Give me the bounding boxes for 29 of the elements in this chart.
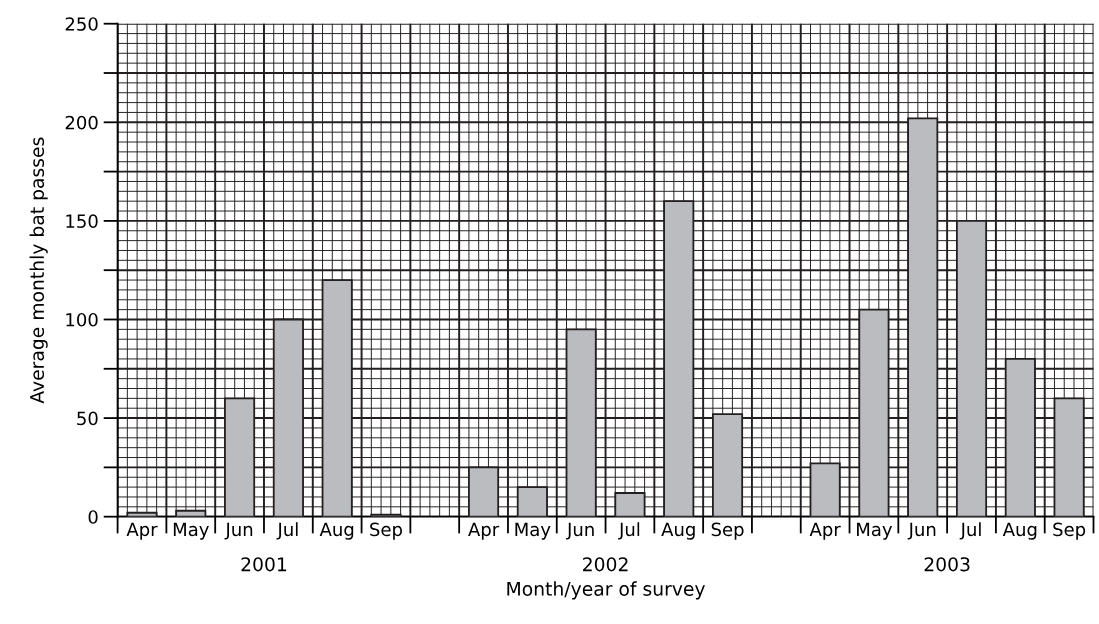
x-tick-label: Aug: [319, 522, 354, 540]
y-tick-label: 0: [88, 510, 98, 524]
x-tick-label: Sep: [370, 522, 402, 540]
x-tick-label: Jul: [959, 522, 981, 540]
x-tick-label: Jun: [566, 522, 594, 540]
x-tick-label: Jun: [224, 522, 253, 540]
x-tick-label: May: [515, 522, 551, 540]
y-tick-label: 200: [65, 115, 98, 130]
x-tick-label: Sep: [711, 522, 744, 540]
y-tick-label: 100: [66, 312, 98, 327]
x-tick-label: Jul: [276, 522, 298, 540]
x-tick-label: Apr: [468, 522, 500, 540]
text: 2003: [924, 557, 970, 572]
y-tick-label: 250: [65, 17, 98, 31]
text: 2001: [241, 557, 287, 572]
x-tick-label: Sep: [1053, 522, 1086, 540]
y-axis-title: Average monthly bat passes: [29, 137, 48, 404]
x-tick-label: Aug: [1002, 522, 1037, 540]
x-tick-label: Apr: [809, 522, 841, 540]
x-axis-title: Month/year of survey: [507, 581, 705, 600]
x-tick-label: May: [857, 522, 893, 540]
x-tick-label: Aug: [661, 522, 695, 540]
x-tick-label: May: [173, 522, 209, 540]
x-tick-label: Jun: [907, 522, 936, 540]
x-tick-label: Apr: [126, 522, 158, 540]
x-tick-label: Jul: [618, 522, 640, 540]
text: 2002: [583, 557, 628, 572]
y-tick-label: 150: [66, 214, 98, 229]
y-tick-label: 50: [77, 411, 98, 426]
